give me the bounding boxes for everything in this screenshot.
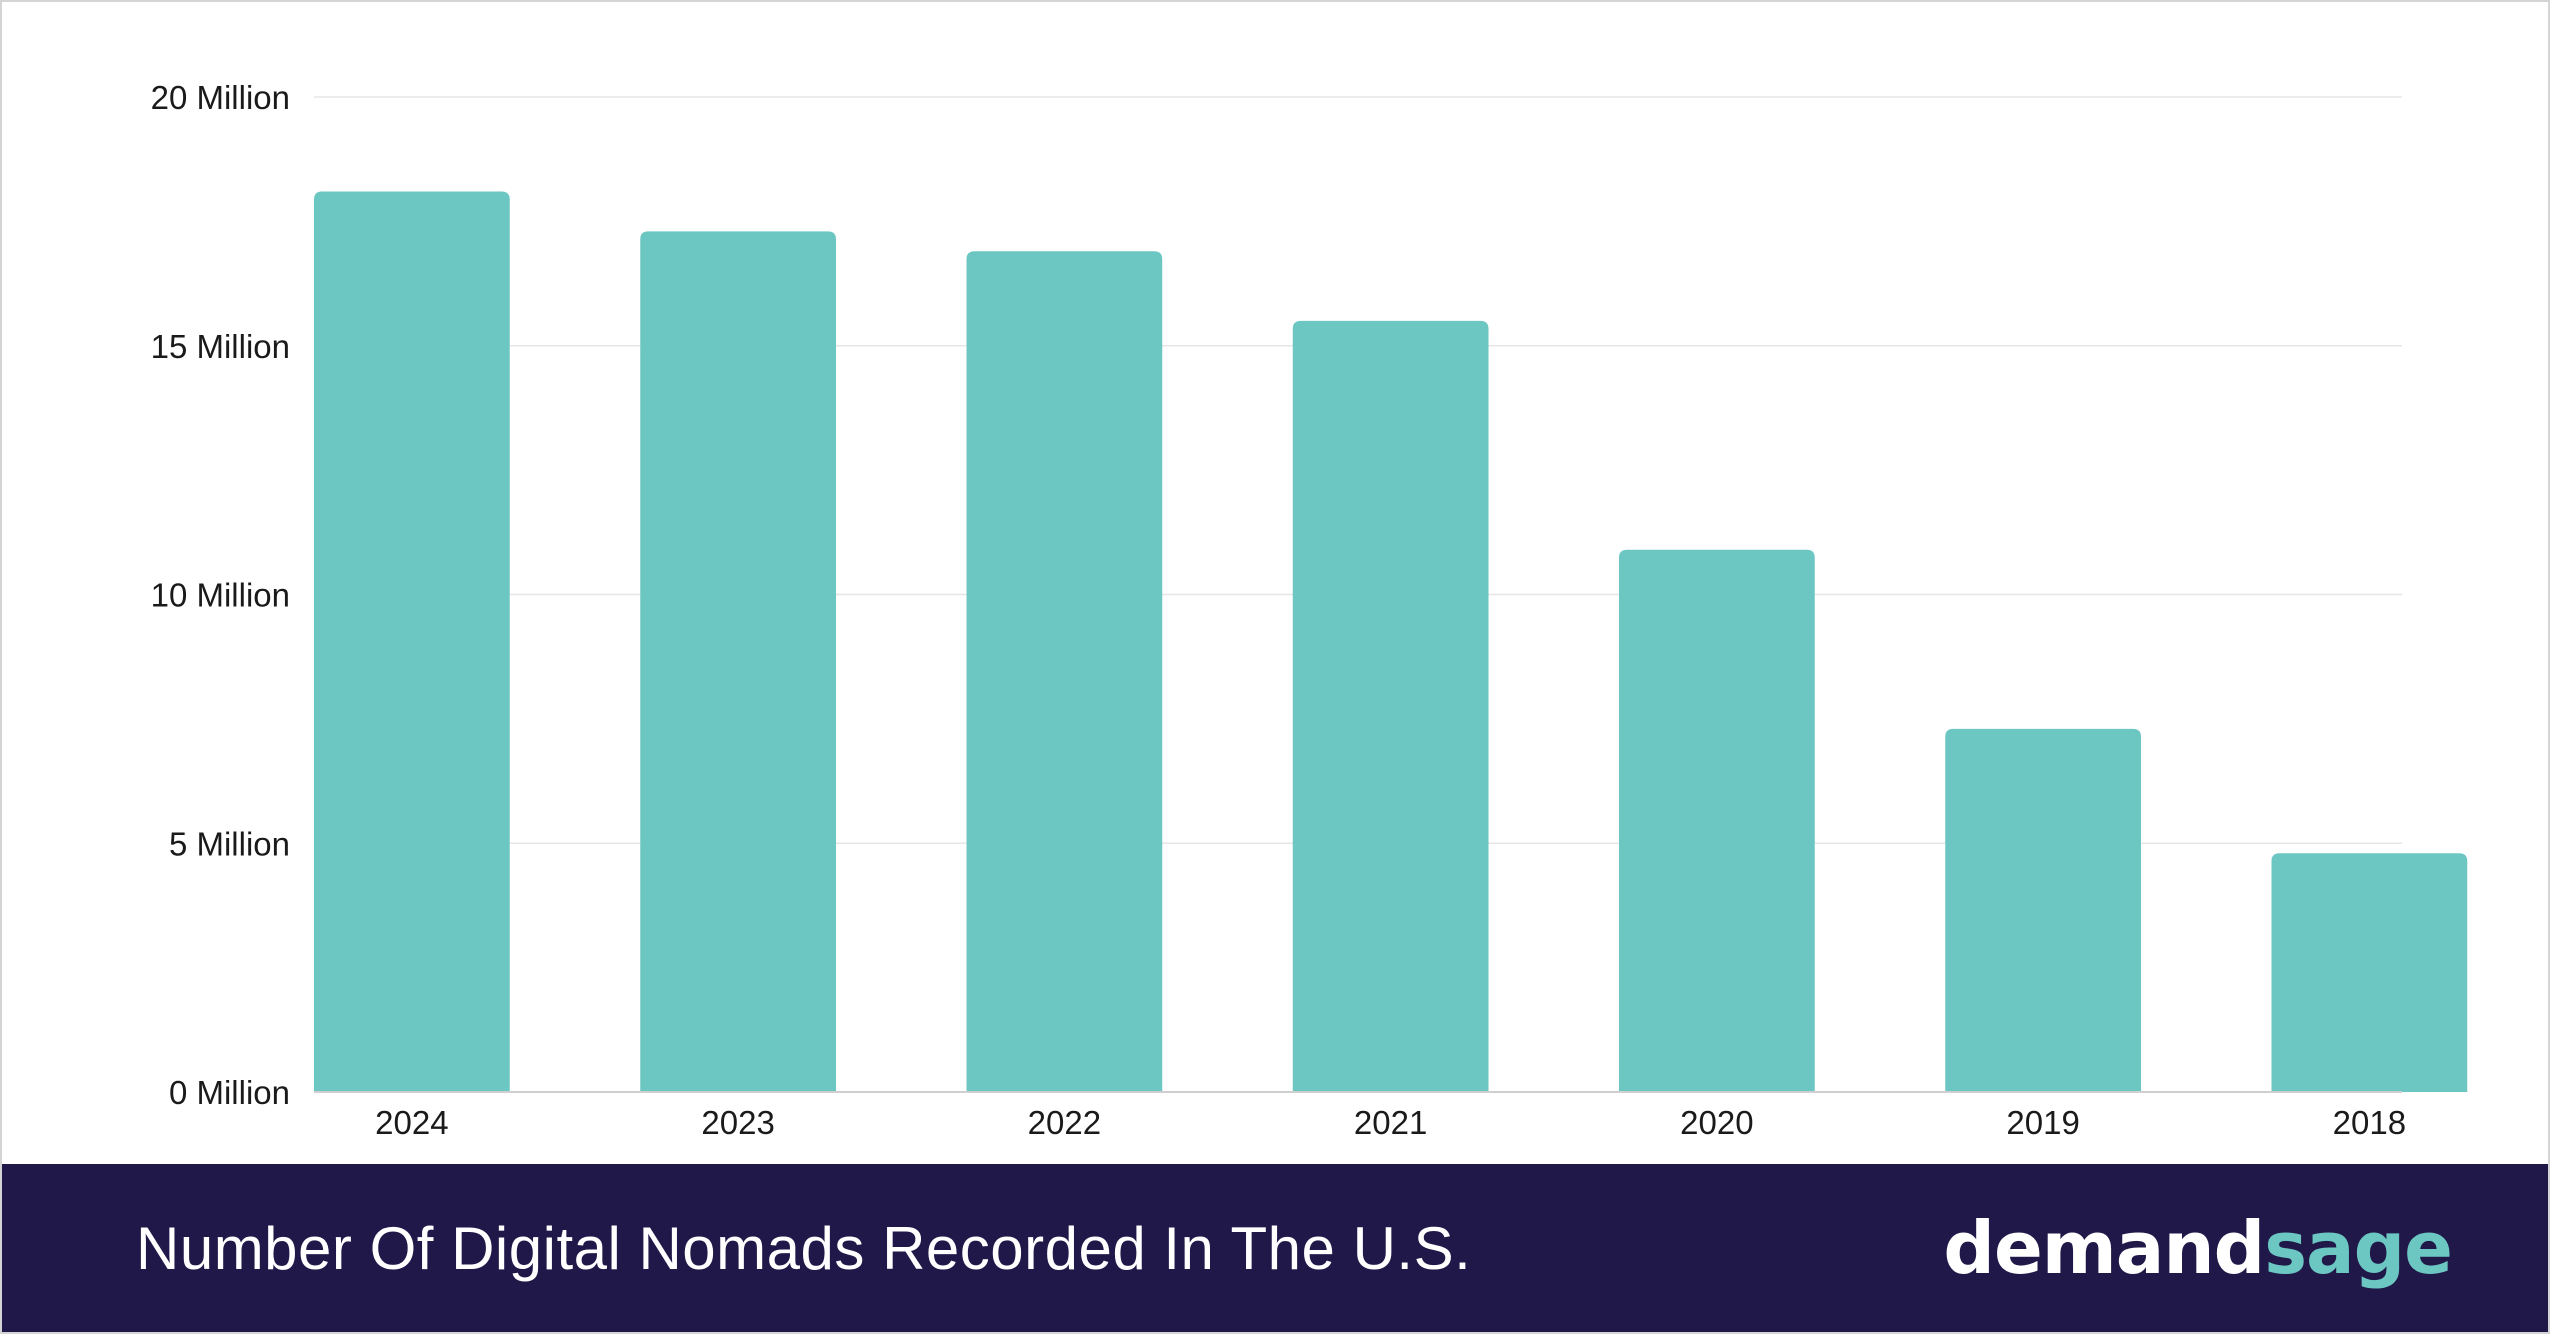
x-tick-label: 2018 (2333, 1104, 2406, 1141)
y-tick-label: 0 Million (169, 1074, 290, 1111)
bar-2022 (966, 251, 1163, 1093)
x-tick-label: 2019 (2006, 1104, 2079, 1141)
y-tick-label: 20 Million (151, 79, 290, 116)
brand-logo-accent: sage (2264, 1206, 2453, 1290)
bar-2023 (640, 231, 836, 1092)
x-tick-label: 2024 (375, 1104, 448, 1141)
chart-title: Number Of Digital Nomads Recorded In The… (136, 1214, 1472, 1282)
footer-banner: Number Of Digital Nomads Recorded In The… (2, 1164, 2548, 1332)
y-tick-label: 15 Million (151, 328, 290, 365)
bar-2021 (1292, 320, 1489, 1092)
bar-2019 (1945, 728, 2141, 1092)
brand-logo-primary: demand (1943, 1206, 2265, 1290)
x-tick-label: 2020 (1680, 1104, 1753, 1141)
y-tick-label: 10 Million (151, 577, 290, 614)
bar-2024 (314, 191, 510, 1092)
bar-2020 (1619, 549, 1815, 1092)
x-tick-label: 2022 (1028, 1104, 1101, 1141)
bar-chart: 0 Million 5 Million 10 Million 15 Million 20… (151, 79, 2468, 1141)
x-tick-label: 2021 (1354, 1104, 1427, 1141)
bar-2018 (2271, 853, 2468, 1092)
y-tick-label: 5 Million (169, 825, 290, 862)
x-tick-label: 2023 (701, 1104, 774, 1141)
brand-logo: demand sage (1943, 1206, 2453, 1290)
